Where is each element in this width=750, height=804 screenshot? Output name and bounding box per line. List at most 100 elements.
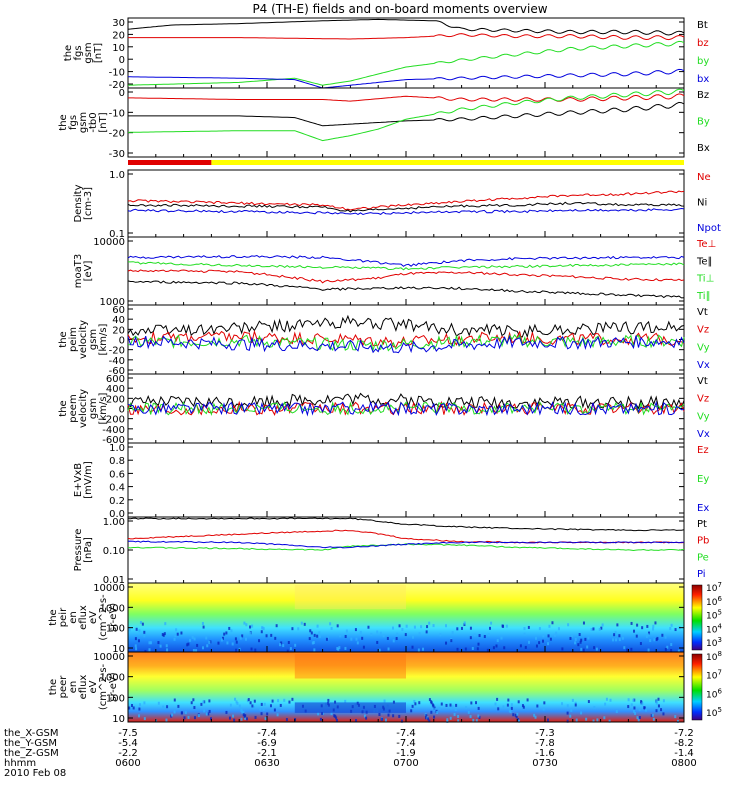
spectrogram-speckle	[523, 632, 526, 636]
spectrogram-speckle	[193, 706, 196, 710]
spectrogram-low-band	[294, 702, 406, 713]
spectrogram-speckle	[600, 626, 603, 630]
legend-label: Bz	[697, 90, 709, 101]
spectrogram-speckle	[242, 710, 245, 714]
spectrogram-speckle	[494, 702, 497, 706]
legend-label: Vz	[697, 394, 709, 405]
spectrogram-speckle	[228, 626, 231, 630]
spectrogram-speckle	[470, 701, 473, 705]
spectrogram-speckle	[208, 640, 211, 644]
spectrogram-speckle	[411, 635, 414, 639]
x-axis-value: -2.2	[118, 748, 138, 759]
spectrogram-speckle	[191, 635, 194, 639]
spectrogram-speckle	[538, 627, 541, 631]
spectrogram-speckle	[655, 701, 658, 705]
spectrogram-speckle	[549, 637, 552, 641]
spectrogram-speckle	[453, 712, 456, 716]
spectrogram-speckle	[533, 713, 536, 717]
spectrogram-speckle	[473, 633, 476, 637]
spectrogram-speckle	[676, 719, 679, 723]
y-tick-label: 0	[119, 405, 125, 416]
colorbar	[691, 584, 703, 651]
spectrogram-speckle	[264, 717, 267, 721]
series-Pb	[127, 529, 685, 544]
spectrogram-speckle	[208, 699, 211, 703]
y-axis-label-line: gsm	[78, 112, 89, 133]
spectrogram-speckle	[651, 713, 654, 717]
y-axis-label: the peer en eflux eV (cm^2-s-sr-eV)	[48, 663, 119, 710]
spectrogram-speckle	[601, 623, 604, 627]
y-tick-label: 0.0	[109, 509, 125, 520]
spectrogram-speckle	[205, 636, 208, 640]
spectrogram-speckle	[418, 701, 421, 705]
spectrogram-speckle	[269, 704, 272, 708]
legend-label: Vx	[697, 429, 710, 440]
y-axis-label-line: the	[58, 331, 69, 347]
spectrogram-speckle	[260, 712, 263, 716]
spectrogram-speckle	[472, 718, 475, 722]
spectrogram-speckle	[312, 640, 315, 644]
colorbar-label: 106	[706, 687, 722, 700]
colorbar-label: 107	[706, 581, 722, 594]
spectrogram-speckle	[503, 646, 506, 650]
y-axis-label-line: (cm^2-s-	[98, 594, 109, 641]
spectrogram-speckle	[605, 697, 608, 701]
spectrogram-speckle	[444, 624, 447, 628]
x-axis-value: 0600	[115, 758, 140, 769]
spectrogram-speckle	[291, 697, 294, 701]
spectrogram-speckle	[623, 646, 626, 650]
spectrogram-speckle	[428, 621, 431, 625]
spectrogram-speckle	[677, 649, 680, 653]
spectrogram-speckle	[547, 634, 550, 638]
colorbar-exponent: 7	[717, 581, 721, 589]
spectrogram-speckle	[334, 714, 337, 718]
spectrogram-speckle	[235, 700, 238, 704]
spectrogram-speckle	[507, 698, 510, 702]
spectrogram-speckle	[202, 625, 205, 629]
spectrogram-speckle	[542, 707, 545, 711]
spectrogram-speckle	[666, 645, 669, 649]
spectrogram-speckle	[235, 648, 238, 652]
spectrogram-speckle	[164, 622, 167, 626]
y-axis-label-line: [nT]	[98, 112, 109, 132]
spectrogram-speckle	[391, 626, 394, 630]
spectrogram-speckle	[166, 705, 169, 709]
spectrogram-speckle	[287, 641, 290, 645]
colorbar	[691, 653, 703, 721]
colorbar-exponent: 6	[717, 687, 722, 695]
spectrogram-speckle	[626, 648, 629, 652]
spectrogram-speckle	[670, 623, 673, 627]
spectrogram-speckle	[449, 706, 452, 710]
spectrogram-speckle	[192, 698, 195, 702]
spectrogram-speckle	[209, 717, 212, 721]
y-axis-label: the fgs gsm [nT]	[63, 42, 104, 63]
spectrogram-speckle	[128, 706, 131, 710]
spectrogram-speckle	[203, 709, 206, 713]
spectrogram-speckle	[638, 716, 641, 720]
mode-bar-red	[128, 160, 212, 165]
spectrogram-speckle	[570, 634, 573, 638]
spectrogram-speckle	[646, 624, 649, 628]
spectrogram-speckle	[413, 699, 416, 703]
spectrogram-speckle	[649, 639, 652, 643]
y-axis-label-line: the	[58, 400, 69, 416]
spectrogram-speckle	[410, 709, 413, 713]
y-axis-label-line: gsm	[88, 329, 99, 350]
spectrogram-speckle	[548, 624, 551, 628]
spectrogram-speckle	[490, 621, 493, 625]
spectrogram-speckle	[259, 707, 262, 711]
y-tick-label: 0.10	[103, 546, 125, 557]
y-axis-label-line: [nPa]	[83, 537, 94, 563]
y-tick-label: 40	[112, 315, 125, 326]
spectrogram-speckle	[180, 711, 183, 715]
spectrogram-speckle	[455, 703, 458, 707]
y-tick-label: -10	[109, 68, 125, 79]
spectrogram-speckle	[137, 639, 140, 643]
spectrogram-speckle	[644, 708, 647, 712]
spectrogram-speckle	[615, 709, 618, 713]
y-axis-label-line: peir	[58, 607, 69, 627]
spectrogram-speckle	[400, 719, 403, 723]
y-tick-label: 30	[112, 18, 125, 29]
spectrogram-speckle	[174, 634, 177, 638]
y-tick-label: 0.2	[109, 496, 125, 507]
